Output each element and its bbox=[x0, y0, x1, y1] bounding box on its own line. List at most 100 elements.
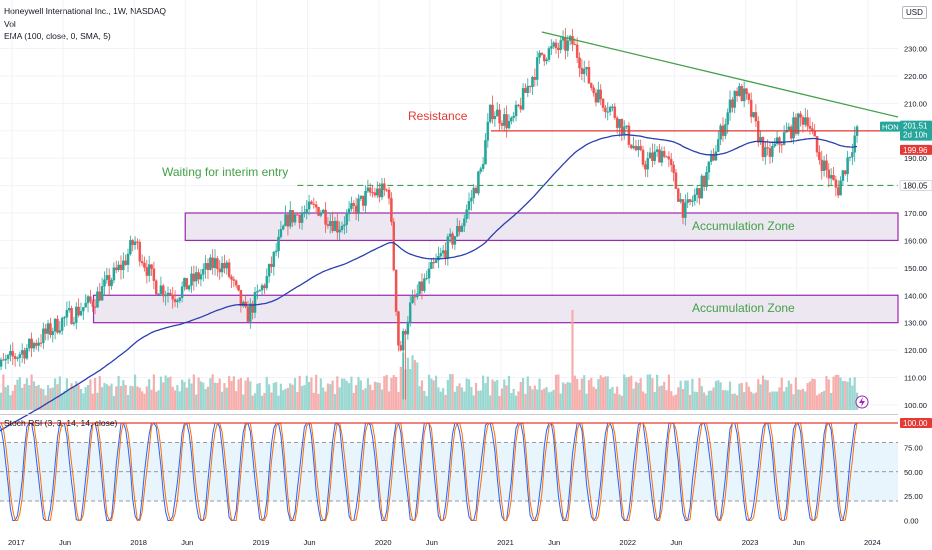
volume-bar bbox=[0, 392, 3, 410]
candle-body bbox=[564, 37, 567, 51]
candle bbox=[759, 131, 762, 145]
candle bbox=[512, 111, 515, 123]
volume-bar bbox=[345, 380, 348, 410]
volume-bar bbox=[115, 386, 118, 410]
candle bbox=[291, 209, 294, 227]
candle-body bbox=[651, 152, 654, 162]
candle bbox=[140, 254, 144, 266]
candle bbox=[526, 78, 530, 97]
candle-body bbox=[792, 117, 795, 139]
volume-bar bbox=[823, 390, 826, 410]
candle bbox=[578, 52, 581, 77]
candle bbox=[145, 260, 149, 284]
candle-body bbox=[171, 294, 174, 300]
candle bbox=[239, 289, 243, 313]
candle-body bbox=[234, 280, 238, 286]
candle bbox=[505, 105, 508, 138]
volume-bar bbox=[634, 381, 638, 410]
candle bbox=[825, 154, 828, 178]
volume-bar bbox=[303, 385, 306, 410]
candle bbox=[253, 286, 257, 319]
candle-body bbox=[267, 263, 271, 277]
candle bbox=[724, 118, 727, 140]
candle-body bbox=[646, 158, 649, 170]
annotation-resistance: Resistance bbox=[408, 109, 468, 123]
currency-selector[interactable]: USD bbox=[902, 6, 927, 19]
candle-body bbox=[32, 342, 36, 349]
candle-body bbox=[60, 317, 64, 331]
volume-bar bbox=[171, 386, 174, 410]
candle-body bbox=[314, 204, 318, 208]
candle-body bbox=[58, 330, 62, 333]
candle bbox=[728, 90, 732, 121]
volume-bar bbox=[825, 376, 828, 410]
lightning-alert-icon[interactable] bbox=[855, 395, 869, 409]
time-tick-label: 2020 bbox=[375, 538, 392, 547]
volume-bar bbox=[322, 387, 325, 410]
candle-body bbox=[834, 179, 838, 188]
candle-body bbox=[190, 273, 193, 286]
candle bbox=[472, 184, 475, 204]
volume-bar bbox=[237, 379, 240, 410]
volume-bar bbox=[545, 387, 548, 410]
ema-line bbox=[0, 134, 858, 432]
volume-bar bbox=[783, 391, 786, 410]
time-tick-label: 2024 bbox=[864, 538, 881, 547]
candle-body bbox=[566, 40, 570, 51]
candle-body bbox=[460, 225, 464, 232]
candle-body bbox=[832, 175, 835, 180]
candle bbox=[552, 41, 555, 50]
candle bbox=[465, 204, 468, 223]
volume-bar bbox=[289, 383, 292, 410]
candle bbox=[632, 136, 635, 150]
candle bbox=[270, 256, 273, 274]
time-tick-label: 2019 bbox=[253, 538, 270, 547]
time-tick-label: Jun bbox=[304, 538, 316, 547]
candle-body bbox=[787, 126, 791, 131]
volume-bar bbox=[249, 381, 252, 410]
candle-body bbox=[533, 76, 537, 80]
volume-bar bbox=[256, 383, 259, 410]
candle bbox=[585, 66, 588, 77]
candle bbox=[486, 113, 490, 148]
last-price-badge bbox=[900, 120, 932, 141]
candle bbox=[326, 217, 330, 229]
candle-body bbox=[528, 85, 532, 88]
volume-bar bbox=[827, 379, 830, 410]
volume-bar bbox=[519, 382, 522, 410]
annotation-zone-upper: Accumulation Zone bbox=[692, 219, 795, 233]
candle-body bbox=[580, 67, 584, 75]
volume-bar bbox=[122, 380, 125, 410]
volume-bar bbox=[173, 390, 177, 410]
volume-bar bbox=[101, 387, 104, 410]
candle-body bbox=[312, 203, 316, 205]
volume-bar bbox=[230, 380, 233, 410]
candle bbox=[265, 268, 269, 291]
volume-bar bbox=[65, 378, 68, 410]
candle bbox=[256, 284, 259, 300]
candle bbox=[246, 300, 250, 322]
volume-bar bbox=[672, 395, 675, 410]
volume-bar bbox=[456, 386, 459, 410]
candle-body bbox=[230, 276, 233, 280]
candle-body bbox=[119, 264, 123, 271]
candle-body bbox=[467, 201, 471, 210]
volume-bar bbox=[355, 385, 358, 410]
candle bbox=[331, 211, 334, 233]
volume-bar bbox=[712, 387, 715, 410]
volume-bar bbox=[686, 380, 689, 410]
candle bbox=[827, 163, 831, 188]
volume-bar bbox=[482, 375, 485, 410]
candle bbox=[611, 104, 614, 112]
volume-bar bbox=[6, 385, 10, 410]
candle bbox=[738, 82, 741, 97]
candle-body bbox=[677, 188, 680, 202]
volume-bar bbox=[181, 379, 184, 410]
volume-bar bbox=[96, 392, 99, 410]
volume-bar bbox=[86, 385, 90, 410]
candle bbox=[91, 299, 94, 312]
candle-body bbox=[383, 183, 386, 190]
candle bbox=[792, 111, 795, 145]
volume-bar bbox=[552, 389, 555, 410]
